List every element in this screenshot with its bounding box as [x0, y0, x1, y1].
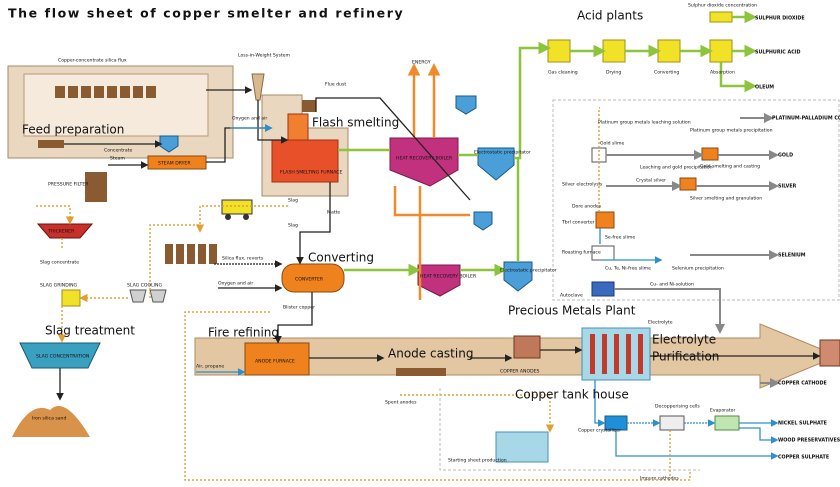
stage-label: Anode casting: [388, 347, 473, 361]
process-label: Se-free slime: [605, 235, 635, 241]
process-label: Cu, Te, Ni-free slime: [605, 266, 651, 272]
stage-label: Precious Metals Plant: [508, 304, 636, 318]
page-title: The flow sheet of copper smelter and ref…: [8, 6, 404, 21]
process-label: FLASH SMELTING FURNACE: [280, 170, 343, 176]
process-label: Oxygen and air: [232, 116, 267, 122]
process-label: Absorption: [710, 70, 735, 76]
process-label: Autoclave: [560, 293, 583, 299]
process-label: PRESSURE FILTER: [48, 182, 89, 188]
product-label: NICKEL SULPHATE: [778, 421, 827, 427]
process-label: Silver smelting and granulation: [690, 196, 762, 202]
process-label: Slag: [288, 198, 298, 204]
process-label: Silica flux, reverts: [222, 256, 264, 262]
process-label: Evaporator: [710, 408, 735, 414]
process-label: HEAT RECOVERY BOILER: [420, 274, 477, 280]
process-label: Tbrl converter: [561, 220, 595, 226]
process-label: Air, propane: [196, 364, 224, 370]
flow-sheet: The flow sheet of copper smelter and ref…: [0, 0, 840, 487]
process-label: ANODE FURNACE: [255, 359, 295, 365]
product-label: SULPHURIC ACID: [755, 50, 801, 56]
process-label: SLAG GRINDING: [40, 283, 78, 289]
process-label: Sulphur dioxide concentration: [688, 3, 757, 9]
process-label: Loss-in-Weight System: [238, 53, 291, 59]
process-label: Concentrate: [104, 148, 132, 154]
stage-label: Copper tank house: [515, 388, 629, 402]
process-label: COPPER ANODES: [500, 369, 540, 375]
product-label: PLATINUM-PALLADIUM CONCENTRATE: [772, 116, 840, 122]
stage-label: Acid plants: [577, 9, 643, 23]
process-label: STEAM DRYER: [158, 161, 191, 167]
process-label: Drying: [606, 70, 621, 76]
process-label: Gold smelting and casting: [700, 164, 760, 170]
stage-label: Electrolyte: [652, 333, 716, 347]
process-label: Selenium precipitation: [672, 266, 724, 272]
process-label: Slag: [288, 223, 298, 229]
process-label: Silver electrolysis: [562, 182, 603, 188]
process-label: Platinum group metals leaching solution: [598, 120, 691, 126]
process-label: Steam: [110, 156, 125, 162]
process-label: Spent anodes: [385, 400, 417, 406]
process-label: Iron silica sand: [32, 416, 66, 422]
process-label: Gold slime: [600, 141, 624, 147]
process-label: Platinum group metals precipitation: [690, 128, 773, 134]
stage-label: Feed preparation: [22, 123, 124, 137]
process-label: Oxygen and air: [218, 281, 253, 287]
process-label: Copper crystallizer: [578, 428, 621, 434]
process-label: Dore anodes: [572, 204, 602, 210]
process-label: Matte: [327, 210, 340, 216]
process-label: Slag concentrate: [40, 260, 79, 266]
product-label: SILVER: [778, 184, 797, 190]
product-label: COPPER CATHODE: [778, 381, 827, 387]
stage-label: Purification: [652, 350, 719, 364]
process-label: Blister copper: [283, 305, 315, 311]
process-label: SLAG COOLING: [127, 283, 162, 289]
process-label: ENERGY: [412, 60, 431, 66]
process-label: THICKENER: [47, 229, 75, 235]
process-label: Starting sheet production: [448, 458, 507, 464]
product-label: OLEUM: [755, 85, 774, 91]
process-label: Crystal silver: [636, 178, 666, 184]
product-label: WOOD PRESERVATIVES: [778, 438, 840, 444]
stage-label: Fire refining: [208, 326, 279, 340]
process-label: Electrostatic precipitator: [500, 268, 557, 274]
process-label: Converting: [654, 70, 679, 76]
product-label: COPPER SULPHATE: [778, 455, 829, 461]
process-label: Electrolyte: [648, 320, 673, 326]
process-label: Copper-concentrate silica flux: [58, 58, 127, 64]
process-label: SLAG CONCENTRATION: [36, 354, 89, 360]
process-label: Cu- and Ni-solution: [650, 282, 694, 288]
product-label: GOLD: [778, 153, 793, 159]
product-label: SELENIUM: [778, 253, 806, 259]
process-label: Decopperising cells: [655, 404, 700, 410]
stage-label: Slag treatment: [45, 324, 135, 338]
product-label: SULPHUR DIOXIDE: [755, 16, 805, 22]
process-label: CONVERTER: [295, 277, 324, 283]
stage-label: Flash smelting: [312, 116, 399, 130]
process-label: Electrostatic precipitator: [474, 150, 531, 156]
process-label: Gas cleaning: [548, 70, 578, 76]
stage-label: Converting: [308, 251, 374, 265]
process-label: Flue dust: [325, 82, 346, 88]
process-label: HEAT RECOVERY BOILER: [396, 156, 453, 162]
process-label: Impure cathodes: [640, 476, 679, 482]
process-label: Roasting furnace: [562, 250, 601, 256]
